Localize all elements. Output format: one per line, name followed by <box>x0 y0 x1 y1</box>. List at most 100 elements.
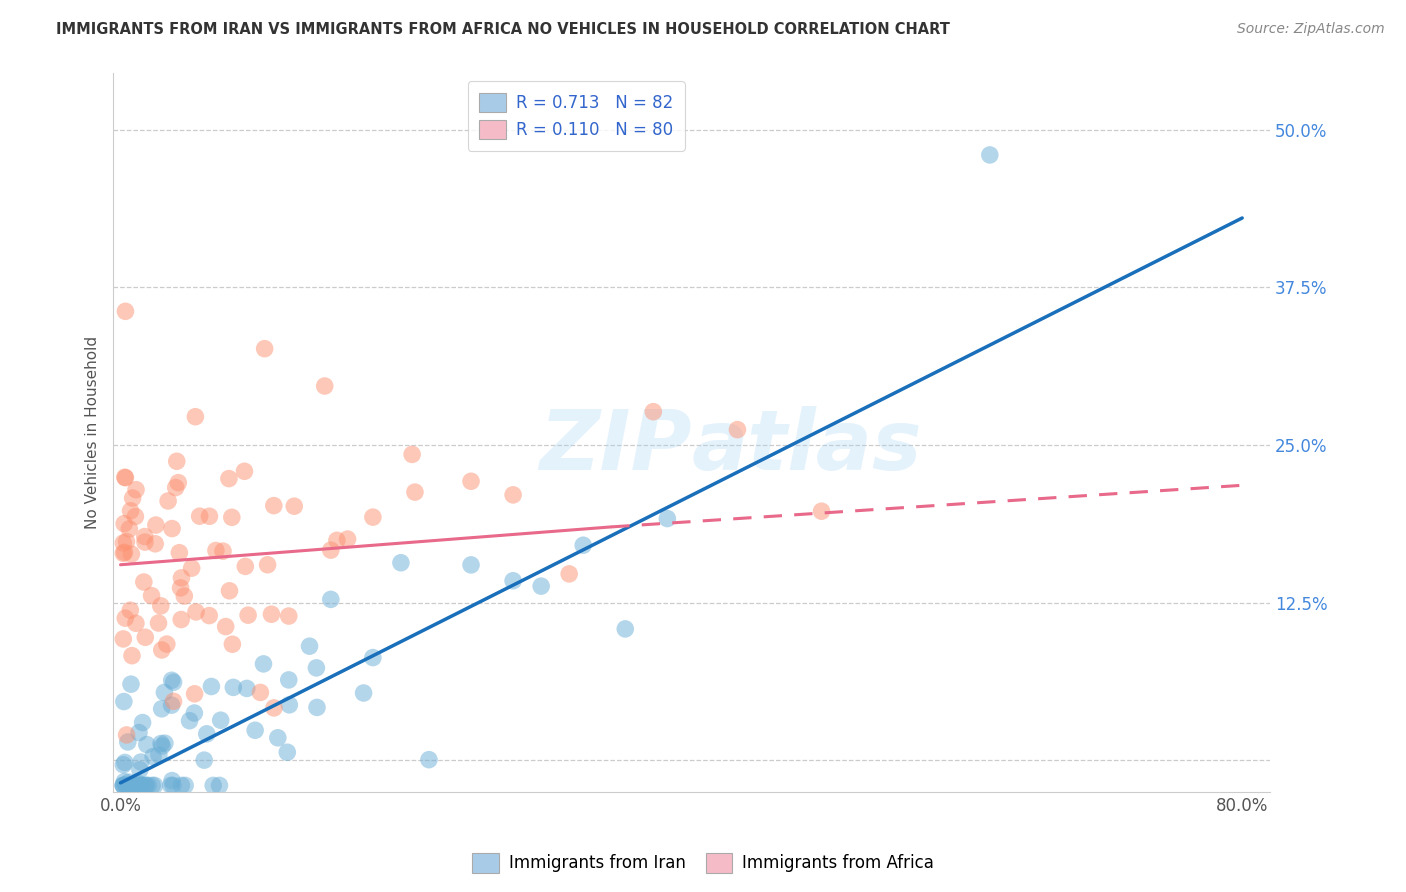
Point <box>725 423 748 437</box>
Point <box>131 715 153 730</box>
Point <box>162 778 184 792</box>
Point <box>157 494 180 508</box>
Point <box>278 698 301 712</box>
Point <box>148 747 170 762</box>
Point <box>263 499 285 513</box>
Point <box>143 537 166 551</box>
Point <box>810 504 832 518</box>
Point <box>361 510 384 524</box>
Point <box>162 675 184 690</box>
Point <box>233 559 256 574</box>
Point <box>128 763 150 777</box>
Point <box>114 611 136 625</box>
Point <box>160 673 183 688</box>
Point <box>149 599 172 613</box>
Point <box>256 558 278 572</box>
Point <box>134 778 156 792</box>
Point <box>162 694 184 708</box>
Point <box>120 677 142 691</box>
Point <box>188 509 211 524</box>
Point <box>135 738 157 752</box>
Point <box>121 778 143 792</box>
Text: ZIP: ZIP <box>540 406 692 487</box>
Point <box>502 488 524 502</box>
Legend: R = 0.713   N = 82, R = 0.110   N = 80: R = 0.713 N = 82, R = 0.110 N = 80 <box>468 81 685 151</box>
Point <box>170 778 193 792</box>
Point <box>120 603 142 617</box>
Point <box>112 774 135 789</box>
Point <box>243 723 266 738</box>
Point <box>404 485 426 500</box>
Point <box>141 589 163 603</box>
Point <box>160 522 183 536</box>
Point <box>353 686 375 700</box>
Point <box>215 619 238 633</box>
Point <box>460 558 482 572</box>
Point <box>200 680 222 694</box>
Point <box>319 592 342 607</box>
Point <box>134 630 156 644</box>
Point <box>124 509 146 524</box>
Point <box>121 648 143 663</box>
Point <box>361 650 384 665</box>
Point <box>165 481 187 495</box>
Point <box>979 148 1001 162</box>
Point <box>198 608 221 623</box>
Point <box>657 511 679 525</box>
Point <box>277 609 299 624</box>
Point <box>252 657 274 671</box>
Point <box>118 775 141 789</box>
Point <box>112 694 135 708</box>
Point <box>336 532 359 546</box>
Point <box>150 702 173 716</box>
Point <box>120 547 142 561</box>
Point <box>112 536 135 550</box>
Point <box>121 778 143 792</box>
Point <box>558 566 581 581</box>
Point <box>530 579 553 593</box>
Legend: Immigrants from Iran, Immigrants from Africa: Immigrants from Iran, Immigrants from Af… <box>465 847 941 880</box>
Point <box>167 475 190 490</box>
Point <box>260 607 283 622</box>
Point <box>253 342 276 356</box>
Point <box>112 778 135 792</box>
Point <box>115 778 138 792</box>
Point <box>460 475 482 489</box>
Point <box>134 535 156 549</box>
Point <box>114 545 136 559</box>
Point <box>129 778 152 792</box>
Point <box>132 574 155 589</box>
Point <box>184 605 207 619</box>
Point <box>233 464 256 478</box>
Point <box>236 681 259 696</box>
Point <box>277 673 299 687</box>
Point <box>326 533 349 548</box>
Point <box>202 778 225 792</box>
Point <box>160 773 183 788</box>
Point <box>170 613 193 627</box>
Point <box>193 753 215 767</box>
Point <box>150 739 173 753</box>
Point <box>150 643 173 657</box>
Point <box>166 454 188 468</box>
Point <box>183 687 205 701</box>
Point <box>160 698 183 713</box>
Point <box>218 583 240 598</box>
Point <box>314 379 336 393</box>
Point <box>134 530 156 544</box>
Point <box>156 637 179 651</box>
Point <box>127 778 149 792</box>
Point <box>118 778 141 792</box>
Point <box>169 546 191 560</box>
Text: Source: ZipAtlas.com: Source: ZipAtlas.com <box>1237 22 1385 37</box>
Point <box>120 504 142 518</box>
Point <box>148 615 170 630</box>
Point <box>114 778 136 792</box>
Point <box>208 778 231 792</box>
Point <box>131 778 153 792</box>
Point <box>142 749 165 764</box>
Point <box>127 776 149 790</box>
Point <box>136 778 159 792</box>
Point <box>212 544 235 558</box>
Text: atlas: atlas <box>692 406 922 487</box>
